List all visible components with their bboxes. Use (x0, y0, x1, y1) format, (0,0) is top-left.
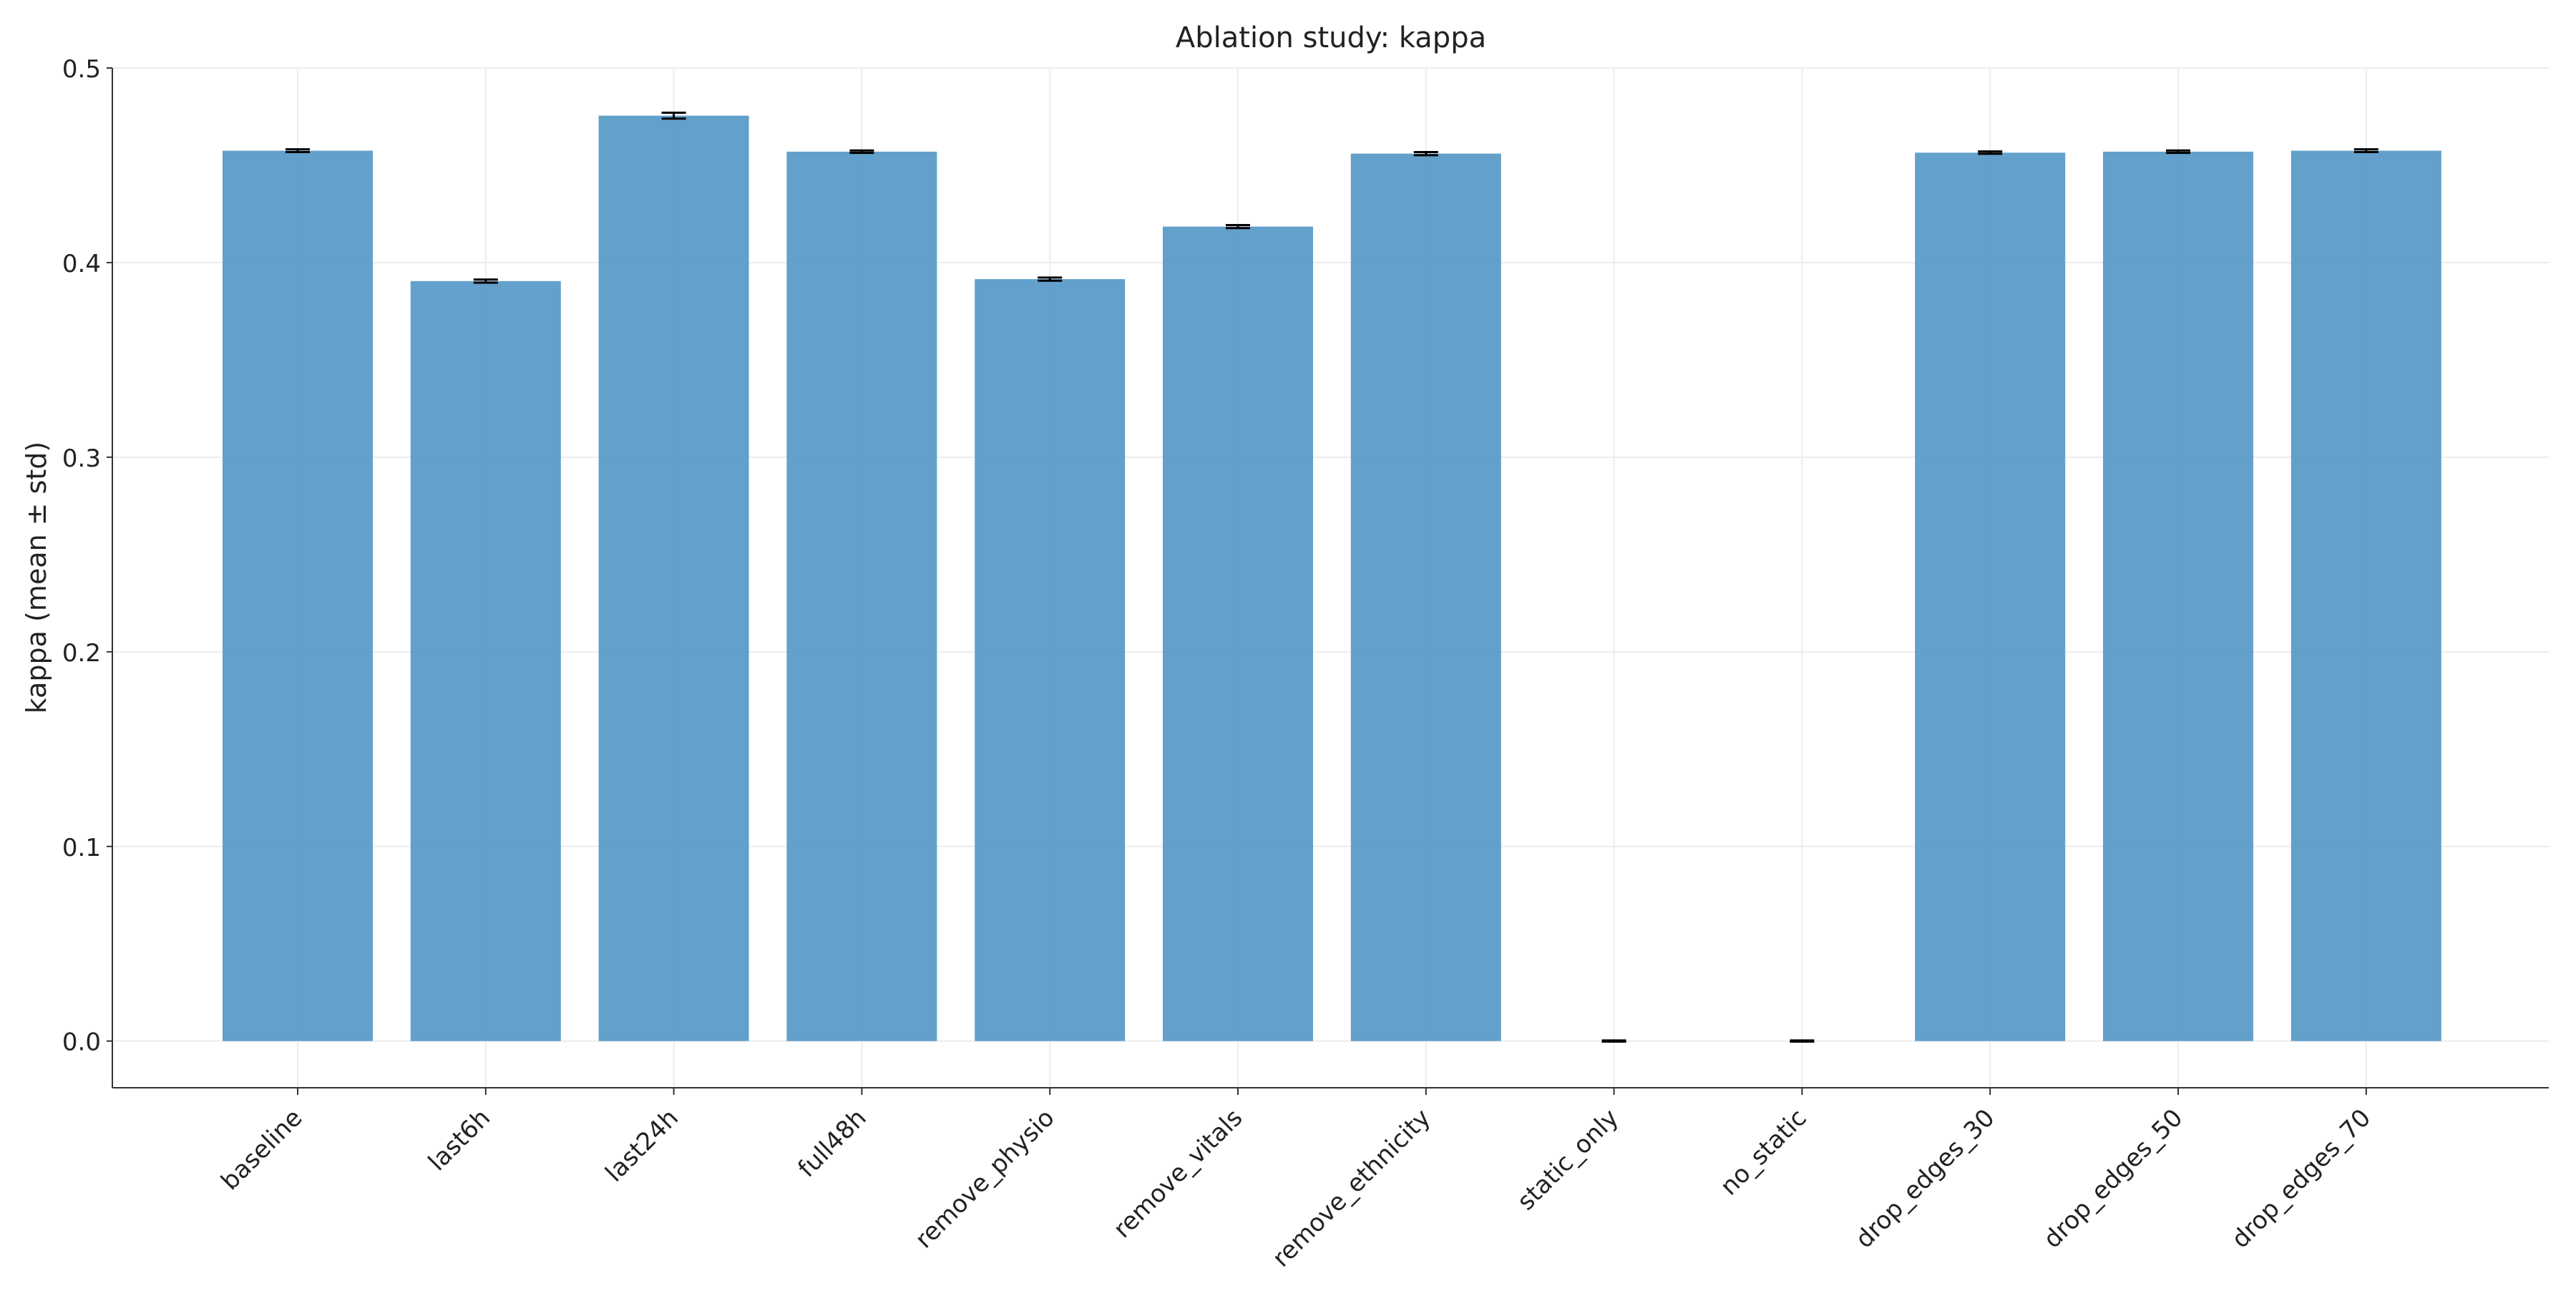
x-tick-label: last24h (600, 1104, 683, 1187)
x-tick-label: baseline (215, 1104, 308, 1196)
y-tick-label: 0.0 (62, 1028, 101, 1057)
bar-drop_edges_50 (2103, 151, 2253, 1041)
x-tick-label: drop_edges_30 (1850, 1104, 2000, 1254)
error-bars (286, 112, 2379, 1043)
y-tick-label: 0.2 (62, 639, 101, 668)
axes (112, 68, 2549, 1088)
x-tick-label: full48h (793, 1104, 872, 1183)
bar-drop_edges_30 (1915, 152, 2066, 1041)
x-tick-label: no_static (1715, 1104, 1813, 1201)
bar-remove_ethnicity (1350, 153, 1501, 1041)
chart-title: Ablation study: kappa (1176, 21, 1486, 54)
bar-last6h (410, 281, 561, 1041)
x-tick-label: last6h (423, 1104, 496, 1176)
bar-baseline (223, 150, 373, 1041)
y-axis-label: kappa (mean ± std) (21, 442, 52, 713)
bar-full48h (786, 151, 937, 1041)
x-tick-label: drop_edges_50 (2038, 1104, 2188, 1254)
x-tick-label: remove_physio (909, 1104, 1060, 1254)
x-tick-label: remove_ethnicity (1267, 1104, 1437, 1273)
bar-remove_vitals (1163, 226, 1313, 1041)
bar-last24h (598, 115, 749, 1041)
bar-drop_edges_70 (2290, 150, 2441, 1041)
y-tick-label: 0.3 (62, 444, 101, 473)
bar-remove_physio (975, 279, 1126, 1041)
y-tick-label: 0.5 (62, 55, 101, 84)
y-tick-label: 0.4 (62, 250, 101, 278)
x-tick-label: drop_edges_70 (2226, 1104, 2376, 1254)
bars (223, 115, 2441, 1041)
x-tick-label: static_only (1512, 1104, 1624, 1216)
x-tick-label: remove_vitals (1108, 1104, 1248, 1244)
x-ticks: baseline last6h last24h full48h remove_physi… (215, 1088, 2376, 1273)
y-ticks: 0.0 0.1 0.2 0.3 0.4 0.5 (62, 55, 112, 1057)
y-tick-label: 0.1 (62, 834, 101, 862)
